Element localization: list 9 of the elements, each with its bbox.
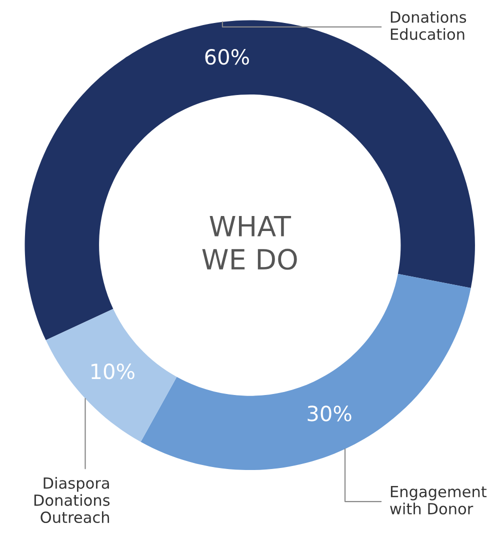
text: WHAT WE DO — [202, 216, 297, 270]
donut-slice — [46, 308, 177, 442]
slice-label: Diaspora Donations Outreach — [34, 477, 110, 524]
data-label: 60% — [205, 49, 249, 65]
donut-slice — [140, 274, 471, 470]
slice-label: Engagement with Donor — [390, 486, 487, 514]
slice-label: Donations Education — [390, 11, 466, 40]
data-label: 10% — [92, 363, 134, 380]
data-label: 30% — [308, 406, 352, 422]
